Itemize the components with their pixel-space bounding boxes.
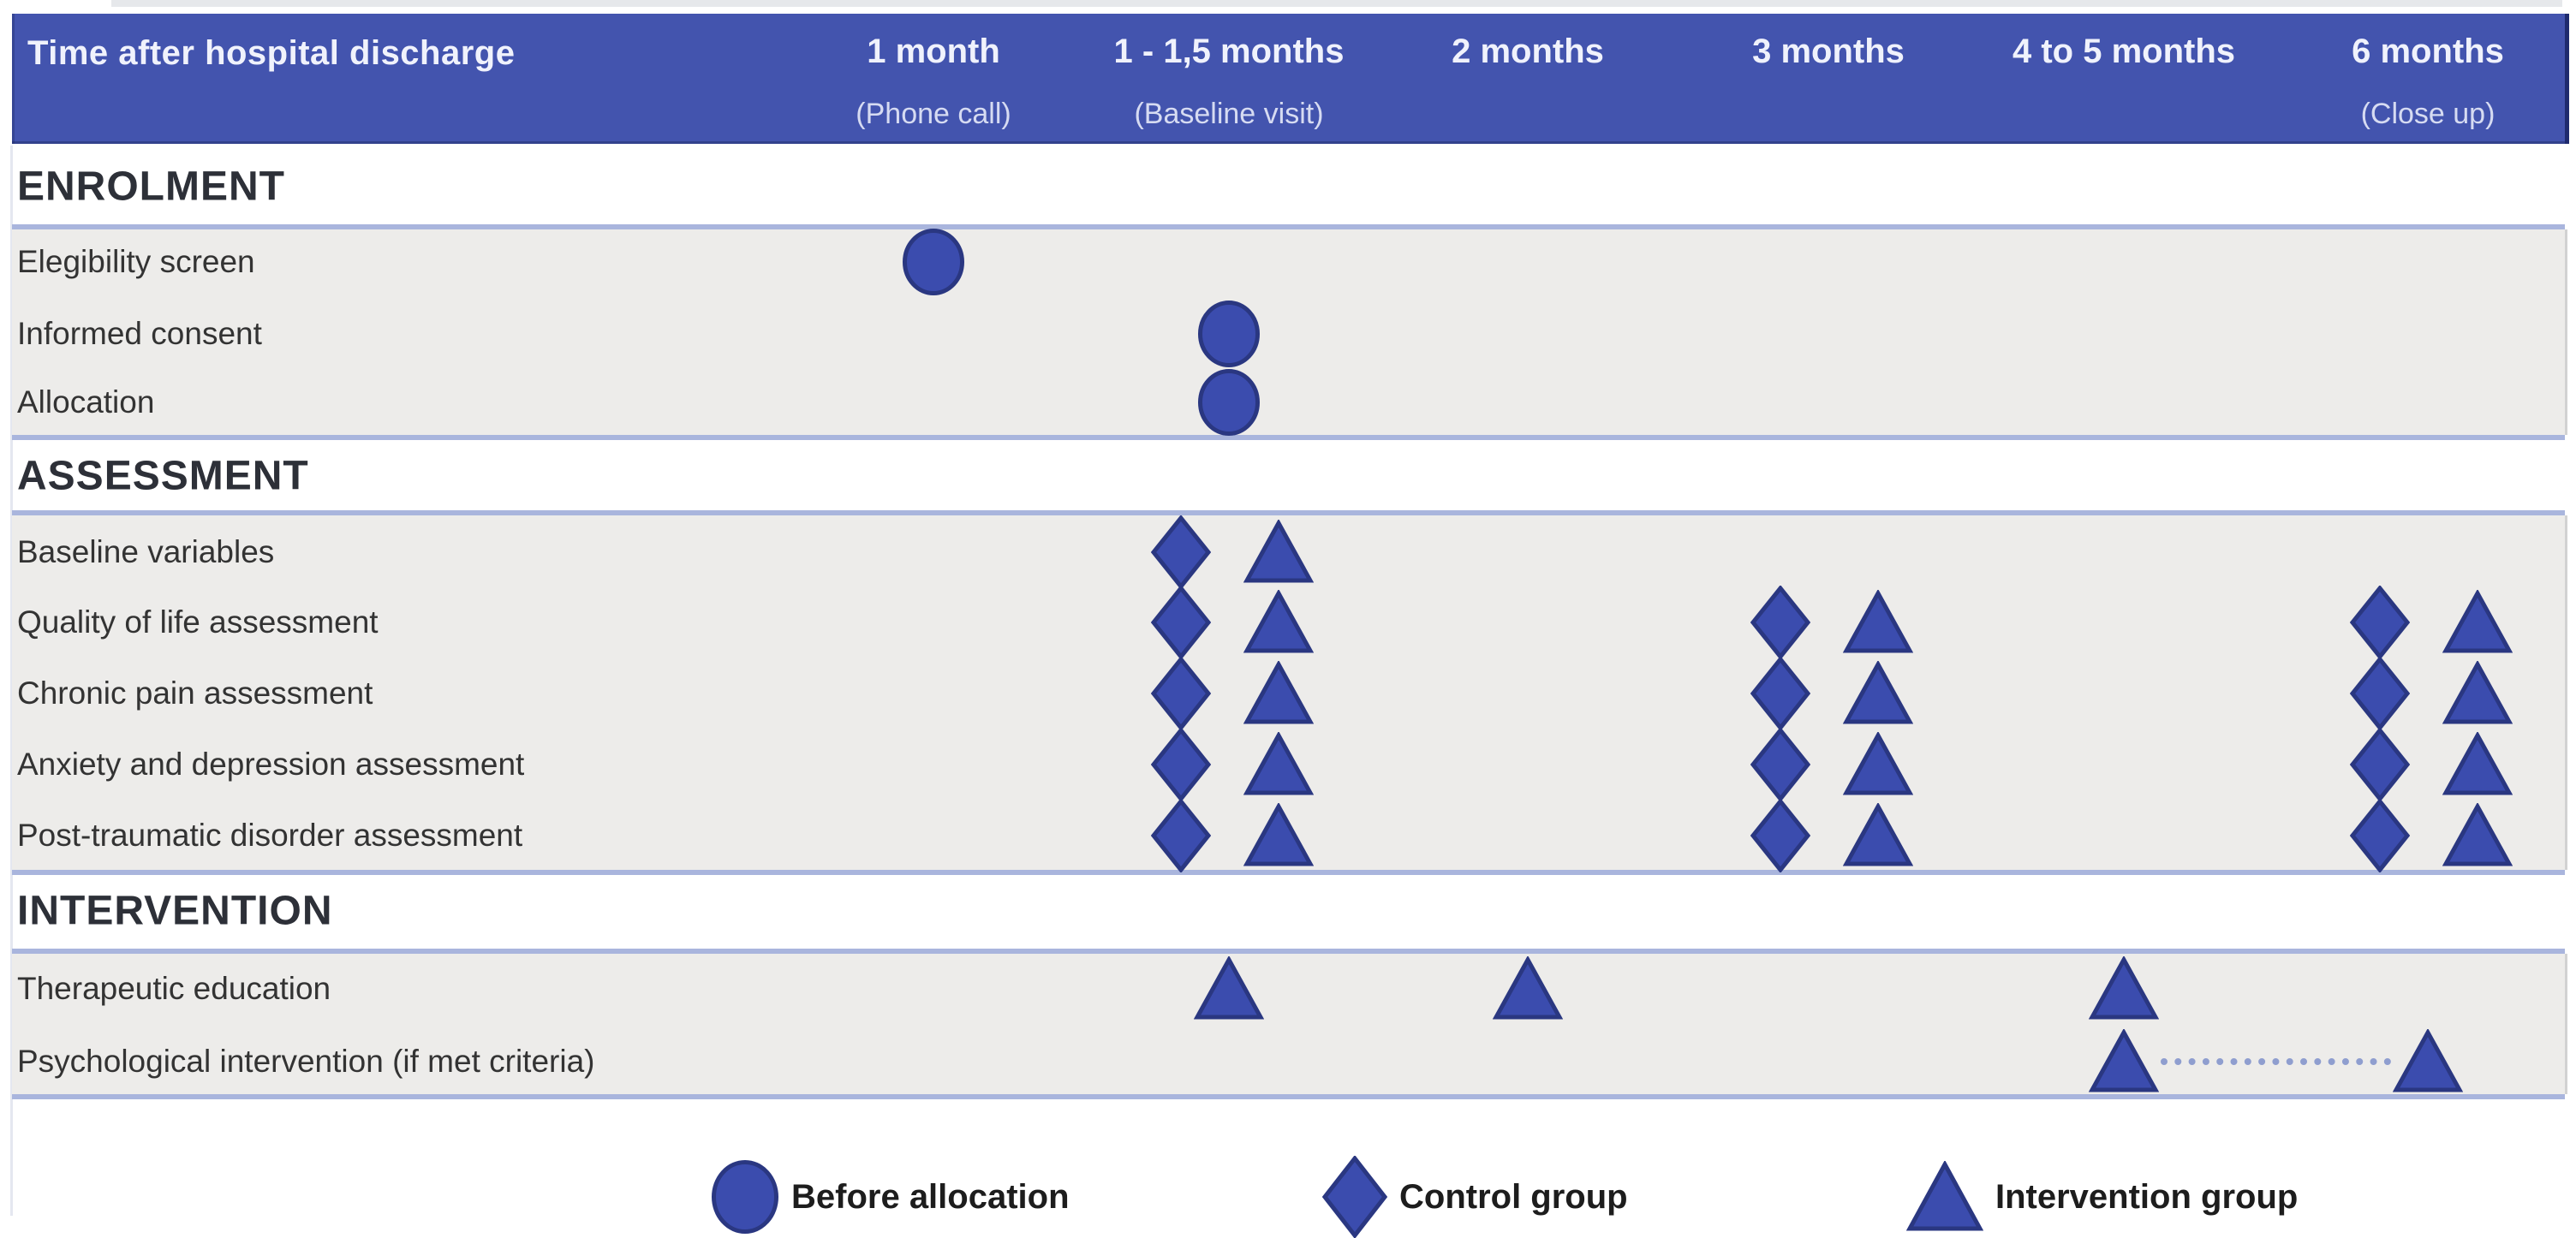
marker-triangle: [1843, 661, 1913, 726]
marker-triangle: [2393, 1029, 2463, 1094]
marker-circle: [902, 228, 965, 296]
marker-diamond: [1151, 728, 1211, 801]
legend-item-diamond: Control group: [1322, 1156, 1628, 1238]
legend-diamond-icon: [1322, 1156, 1387, 1238]
marker-diamond: [2350, 728, 2410, 801]
marker-triangle: [1243, 732, 1314, 797]
marker-triangle: [1243, 661, 1314, 726]
section-title-intervention: INTERVENTION: [17, 888, 332, 935]
row-label: Therapeutic education: [17, 971, 331, 1007]
row-band: [12, 229, 2567, 435]
legend-item-circle: Before allocation: [711, 1159, 1070, 1235]
marker-diamond: [2350, 586, 2410, 659]
marker-triangle: [2089, 1029, 2159, 1094]
row-label: Psychological intervention (if met crite…: [17, 1044, 594, 1080]
marker-diamond: [1750, 586, 1810, 659]
marker-diamond: [2350, 657, 2410, 730]
column-header-m1_5: 1 - 1,5 months (Baseline visit): [1114, 34, 1345, 128]
divider-line: [12, 435, 2565, 440]
marker-triangle: [1843, 590, 1913, 655]
legend-triangle-icon: [1906, 1161, 1983, 1233]
column-label: 4 to 5 months: [2012, 34, 2235, 68]
marker-circle: [1197, 300, 1261, 368]
marker-diamond: [1750, 728, 1810, 801]
column-sublabel: (Baseline visit): [1114, 99, 1345, 128]
marker-triangle: [1243, 520, 1314, 585]
row-label: Chronic pain assessment: [17, 676, 373, 711]
column-label: 1 month: [856, 34, 1011, 68]
legend-label: Before allocation: [791, 1178, 1070, 1217]
marker-triangle: [1843, 732, 1913, 797]
column-sublabel: (Phone call): [856, 99, 1011, 128]
column-header-m2: 2 months: [1452, 34, 1604, 68]
column-header-m6: 6 months (Close up): [2352, 34, 2504, 128]
section-title-enrolment: ENROLMENT: [17, 164, 285, 211]
divider-line: [12, 949, 2565, 954]
marker-diamond: [1750, 799, 1810, 872]
divider-line: [12, 224, 2565, 229]
marker-diamond: [1151, 586, 1211, 659]
divider-line: [12, 1094, 2565, 1099]
marker-triangle: [1843, 803, 1913, 868]
legend-circle-icon: [711, 1159, 779, 1235]
column-header-m4_5: 4 to 5 months: [2012, 34, 2235, 68]
marker-triangle: [2089, 956, 2159, 1021]
marker-triangle: [2442, 661, 2513, 726]
marker-diamond: [2350, 799, 2410, 872]
marker-diamond: [1151, 515, 1211, 589]
dotted-connector: [2161, 1058, 2391, 1065]
marker-triangle: [1243, 803, 1314, 868]
column-header-m1: 1 month (Phone call): [856, 34, 1011, 128]
column-header-m3: 3 months: [1752, 34, 1905, 68]
legend-item-triangle: Intervention group: [1906, 1161, 2298, 1233]
marker-triangle: [2442, 803, 2513, 868]
legend-label: Intervention group: [1995, 1178, 2298, 1217]
section-title-assessment: ASSESSMENT: [17, 453, 309, 500]
marker-triangle: [1243, 590, 1314, 655]
row-label: Post-traumatic disorder assessment: [17, 818, 522, 854]
header-bar: Time after hospital discharge 1 month (Ph…: [12, 14, 2569, 144]
marker-diamond: [1151, 657, 1211, 730]
marker-triangle: [1194, 956, 1264, 1021]
row-label: Baseline variables: [17, 534, 274, 570]
column-label: 2 months: [1452, 34, 1604, 68]
column-sublabel: (Close up): [2352, 99, 2504, 128]
row-label: Elegibility screen: [17, 244, 255, 280]
marker-triangle: [1493, 956, 1563, 1021]
scan-edge-artifact: [111, 0, 2562, 7]
marker-diamond: [1151, 799, 1211, 872]
legend-label: Control group: [1399, 1178, 1628, 1217]
row-label: Quality of life assessment: [17, 604, 379, 640]
marker-circle: [1197, 368, 1261, 437]
row-label: Anxiety and depression assessment: [17, 747, 524, 783]
marker-triangle: [2442, 732, 2513, 797]
row-label: Informed consent: [17, 316, 262, 352]
column-label: 6 months: [2352, 34, 2504, 68]
header-title: Time after hospital discharge: [27, 34, 515, 73]
marker-triangle: [2442, 590, 2513, 655]
column-label: 1 - 1,5 months: [1114, 34, 1345, 68]
divider-line: [12, 510, 2565, 515]
marker-diamond: [1750, 657, 1810, 730]
column-label: 3 months: [1752, 34, 1905, 68]
divider-line: [12, 870, 2565, 875]
row-label: Allocation: [17, 384, 154, 420]
